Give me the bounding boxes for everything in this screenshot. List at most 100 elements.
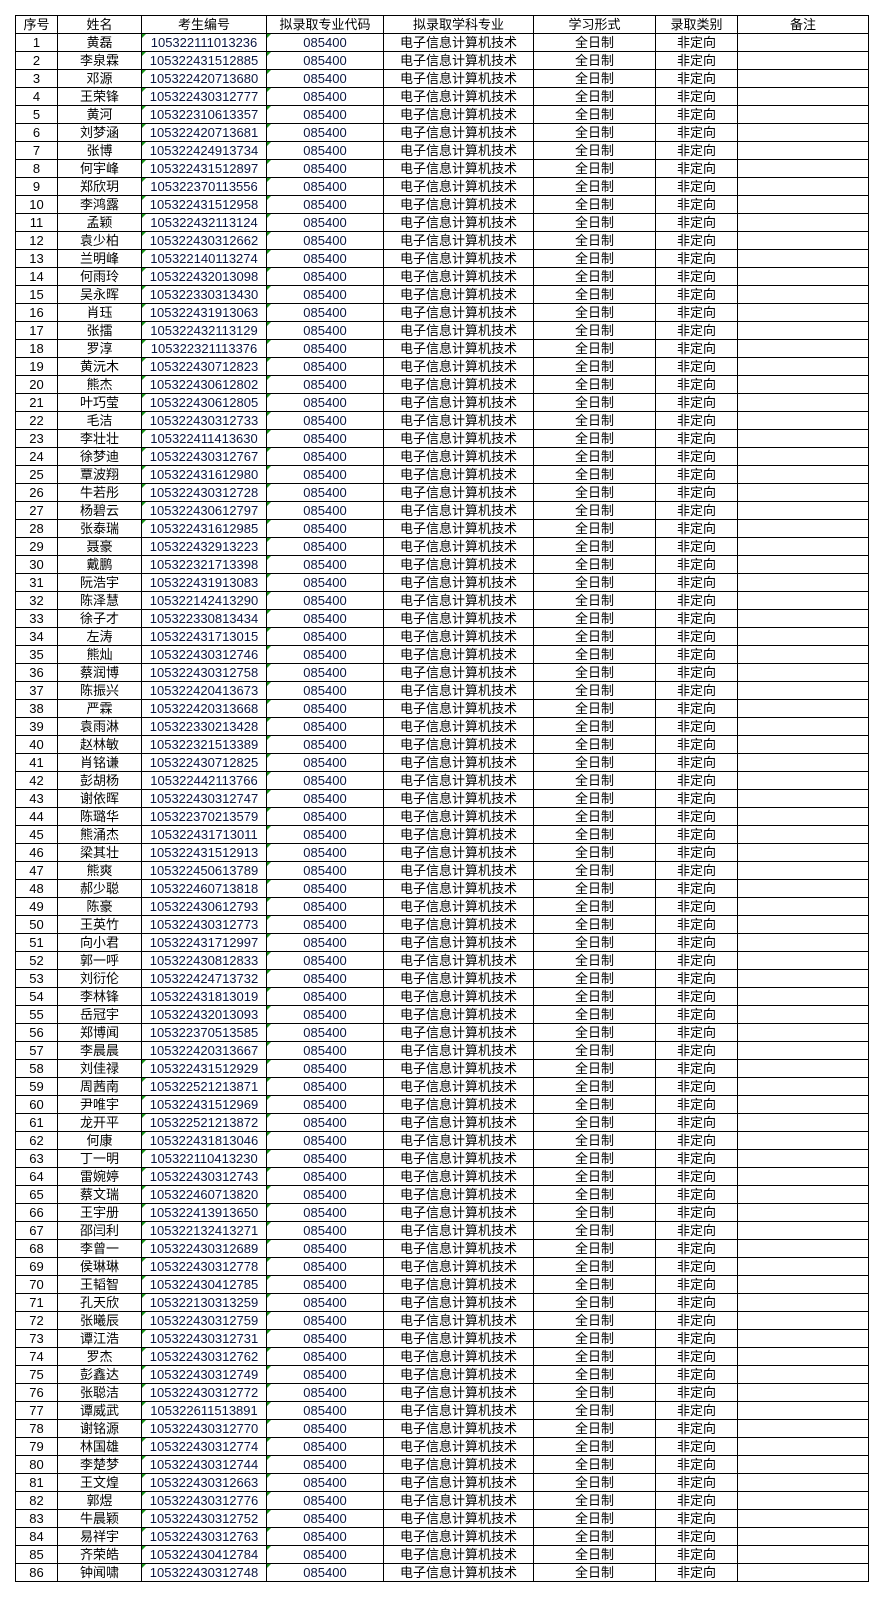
candidate-id-cell: 105322132413271 [141, 1221, 267, 1240]
remarks-cell [737, 249, 869, 268]
candidate-id-cell: 105322430612802 [141, 375, 267, 394]
major-cell: 电子信息计算机技术 [383, 303, 534, 322]
category-cell: 非定向 [655, 573, 738, 592]
name-cell: 孔天欣 [57, 1293, 142, 1312]
table-row: 66 王宇册 105322413913650 085400 电子信息计算机技术 全日制 非定… [15, 1203, 869, 1222]
major-cell: 电子信息计算机技术 [383, 1419, 534, 1438]
candidate-id-cell: 105322611513891 [141, 1401, 267, 1420]
category-cell: 非定向 [655, 357, 738, 376]
table-row: 50 王英竹 105322430312773 085400 电子信息计算机技术 全日制 非定… [15, 915, 869, 934]
major-code-cell: 085400 [266, 501, 384, 520]
study-form-cell: 全日制 [533, 1185, 656, 1204]
name-cell: 蔡文瑞 [57, 1185, 142, 1204]
candidate-id-cell: 105322430312728 [141, 483, 267, 502]
category-cell: 非定向 [655, 1113, 738, 1132]
seq-cell: 69 [15, 1257, 58, 1276]
study-form-cell: 全日制 [533, 1149, 656, 1168]
candidate-id-cell: 105322430612797 [141, 501, 267, 520]
study-form-cell: 全日制 [533, 87, 656, 106]
category-cell: 非定向 [655, 1527, 738, 1546]
category-cell: 非定向 [655, 213, 738, 232]
category-cell: 非定向 [655, 843, 738, 862]
candidate-id-cell: 105322330213428 [141, 717, 267, 736]
major-code-cell: 085400 [266, 447, 384, 466]
header-remarks: 备注 [737, 15, 869, 34]
study-form-cell: 全日制 [533, 483, 656, 502]
name-cell: 彭胡杨 [57, 771, 142, 790]
name-cell: 郭煜 [57, 1491, 142, 1510]
category-cell: 非定向 [655, 1077, 738, 1096]
table-row: 35 熊灿 105322430312746 085400 电子信息计算机技术 全日制 非定向 [15, 645, 869, 664]
category-cell: 非定向 [655, 1419, 738, 1438]
major-code-cell: 085400 [266, 33, 384, 52]
name-cell: 杨碧云 [57, 501, 142, 520]
table-row: 24 徐梦迪 105322430312767 085400 电子信息计算机技术 全日制 非定… [15, 447, 869, 466]
table-row: 12 袁少柏 105322430312662 085400 电子信息计算机技术 全日制 非定… [15, 231, 869, 250]
seq-cell: 57 [15, 1041, 58, 1060]
major-code-cell: 085400 [266, 1437, 384, 1456]
name-cell: 郝少聪 [57, 879, 142, 898]
name-cell: 向小君 [57, 933, 142, 952]
major-cell: 电子信息计算机技术 [383, 1149, 534, 1168]
remarks-cell [737, 1023, 869, 1042]
study-form-cell: 全日制 [533, 573, 656, 592]
name-cell: 兰明峰 [57, 249, 142, 268]
category-cell: 非定向 [655, 609, 738, 628]
remarks-cell [737, 555, 869, 574]
name-cell: 钟闻啸 [57, 1563, 142, 1582]
name-cell: 侯琳琳 [57, 1257, 142, 1276]
candidate-id-cell: 105322430412785 [141, 1275, 267, 1294]
study-form-cell: 全日制 [533, 141, 656, 160]
candidate-id-cell: 105322424713732 [141, 969, 267, 988]
header-seq: 序号 [15, 15, 58, 34]
name-cell: 赵林敏 [57, 735, 142, 754]
category-cell: 非定向 [655, 285, 738, 304]
table-row: 17 张擂 105322432113129 085400 电子信息计算机技术 全日制 非定向 [15, 321, 869, 340]
seq-cell: 29 [15, 537, 58, 556]
category-cell: 非定向 [655, 1347, 738, 1366]
candidate-id-cell: 105322460713820 [141, 1185, 267, 1204]
study-form-cell: 全日制 [533, 69, 656, 88]
seq-cell: 40 [15, 735, 58, 754]
table-row: 79 林国雄 105322430312774 085400 电子信息计算机技术 全日制 非定… [15, 1437, 869, 1456]
study-form-cell: 全日制 [533, 681, 656, 700]
candidate-id-cell: 105322432113124 [141, 213, 267, 232]
study-form-cell: 全日制 [533, 663, 656, 682]
table-row: 29 聂豪 105322432913223 085400 电子信息计算机技术 全日制 非定向 [15, 537, 869, 556]
candidate-id-cell: 105322430312747 [141, 789, 267, 808]
study-form-cell: 全日制 [533, 1131, 656, 1150]
major-cell: 电子信息计算机技术 [383, 501, 534, 520]
candidate-id-cell: 105322430612793 [141, 897, 267, 916]
name-cell: 蔡润博 [57, 663, 142, 682]
remarks-cell [737, 1167, 869, 1186]
major-code-cell: 085400 [266, 285, 384, 304]
remarks-cell [737, 969, 869, 988]
header-major-code: 拟录取专业代码 [266, 15, 384, 34]
seq-cell: 82 [15, 1491, 58, 1510]
candidate-id-cell: 105322521213871 [141, 1077, 267, 1096]
remarks-cell [737, 105, 869, 124]
major-code-cell: 085400 [266, 1239, 384, 1258]
name-cell: 李林锋 [57, 987, 142, 1006]
name-cell: 齐荣皓 [57, 1545, 142, 1564]
candidate-id-cell: 105322430312772 [141, 1383, 267, 1402]
category-cell: 非定向 [655, 411, 738, 430]
remarks-cell [737, 1131, 869, 1150]
candidate-id-cell: 105322431512969 [141, 1095, 267, 1114]
seq-cell: 85 [15, 1545, 58, 1564]
name-cell: 陈豪 [57, 897, 142, 916]
remarks-cell [737, 1347, 869, 1366]
major-code-cell: 085400 [266, 843, 384, 862]
name-cell: 陈泽慧 [57, 591, 142, 610]
study-form-cell: 全日制 [533, 645, 656, 664]
seq-cell: 65 [15, 1185, 58, 1204]
candidate-id-cell: 105322432913223 [141, 537, 267, 556]
name-cell: 李鸿露 [57, 195, 142, 214]
table-row: 68 李曾一 105322430312689 085400 电子信息计算机技术 全日制 非定… [15, 1239, 869, 1258]
table-row: 59 周茜南 105322521213871 085400 电子信息计算机技术 全日制 非定… [15, 1077, 869, 1096]
major-code-cell: 085400 [266, 1545, 384, 1564]
major-code-cell: 085400 [266, 231, 384, 250]
major-code-cell: 085400 [266, 1473, 384, 1492]
major-cell: 电子信息计算机技术 [383, 1311, 534, 1330]
remarks-cell [737, 933, 869, 952]
